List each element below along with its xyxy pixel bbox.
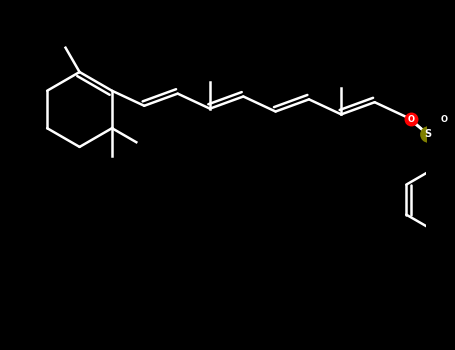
Text: O: O [441,114,448,124]
Text: O: O [407,114,414,124]
Text: S: S [424,129,431,139]
